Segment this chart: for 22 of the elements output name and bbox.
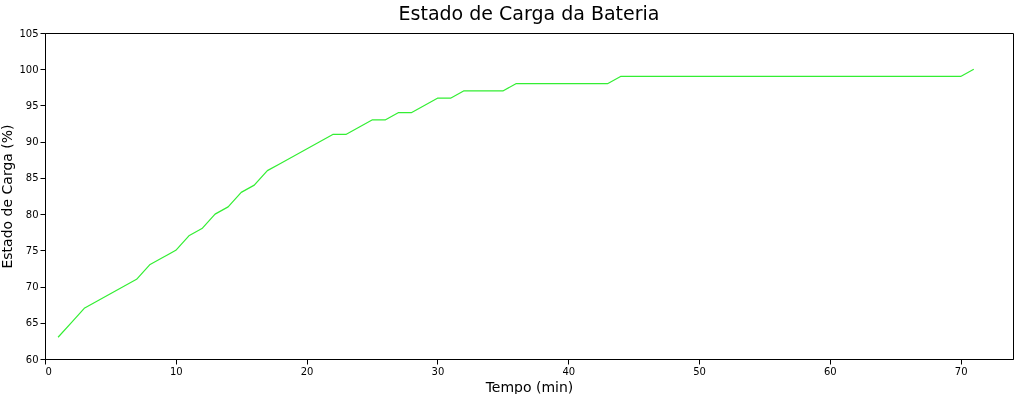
y-tick-label: 60 <box>25 353 39 365</box>
y-tick-label: 105 <box>19 27 39 39</box>
x-axis-title: Tempo (min) <box>484 378 574 395</box>
x-tick-label: 40 <box>562 365 576 377</box>
y-tick-label: 85 <box>25 172 39 184</box>
y-tick-label: 90 <box>25 136 39 148</box>
x-tick-label: 30 <box>431 365 445 377</box>
chart-title: Estado de Carga da Bateria <box>398 2 660 24</box>
x-tick-label: 70 <box>954 365 968 377</box>
y-tick-label: 75 <box>25 244 39 256</box>
y-tick-label: 70 <box>25 281 39 293</box>
y-tick-label: 80 <box>25 208 39 220</box>
y-tick-label: 100 <box>19 63 39 75</box>
y-tick-label: 65 <box>25 317 39 329</box>
x-tick-label: 60 <box>824 365 837 377</box>
y-tick-label: 95 <box>25 99 39 111</box>
x-tick-label: 20 <box>300 365 314 377</box>
x-tick-label: 0 <box>45 365 52 377</box>
line-series <box>57 68 975 338</box>
y-axis-title: Estado de Carga (%) <box>0 124 16 269</box>
x-tick-label: 10 <box>169 365 183 377</box>
x-tick-label: 50 <box>693 365 706 377</box>
